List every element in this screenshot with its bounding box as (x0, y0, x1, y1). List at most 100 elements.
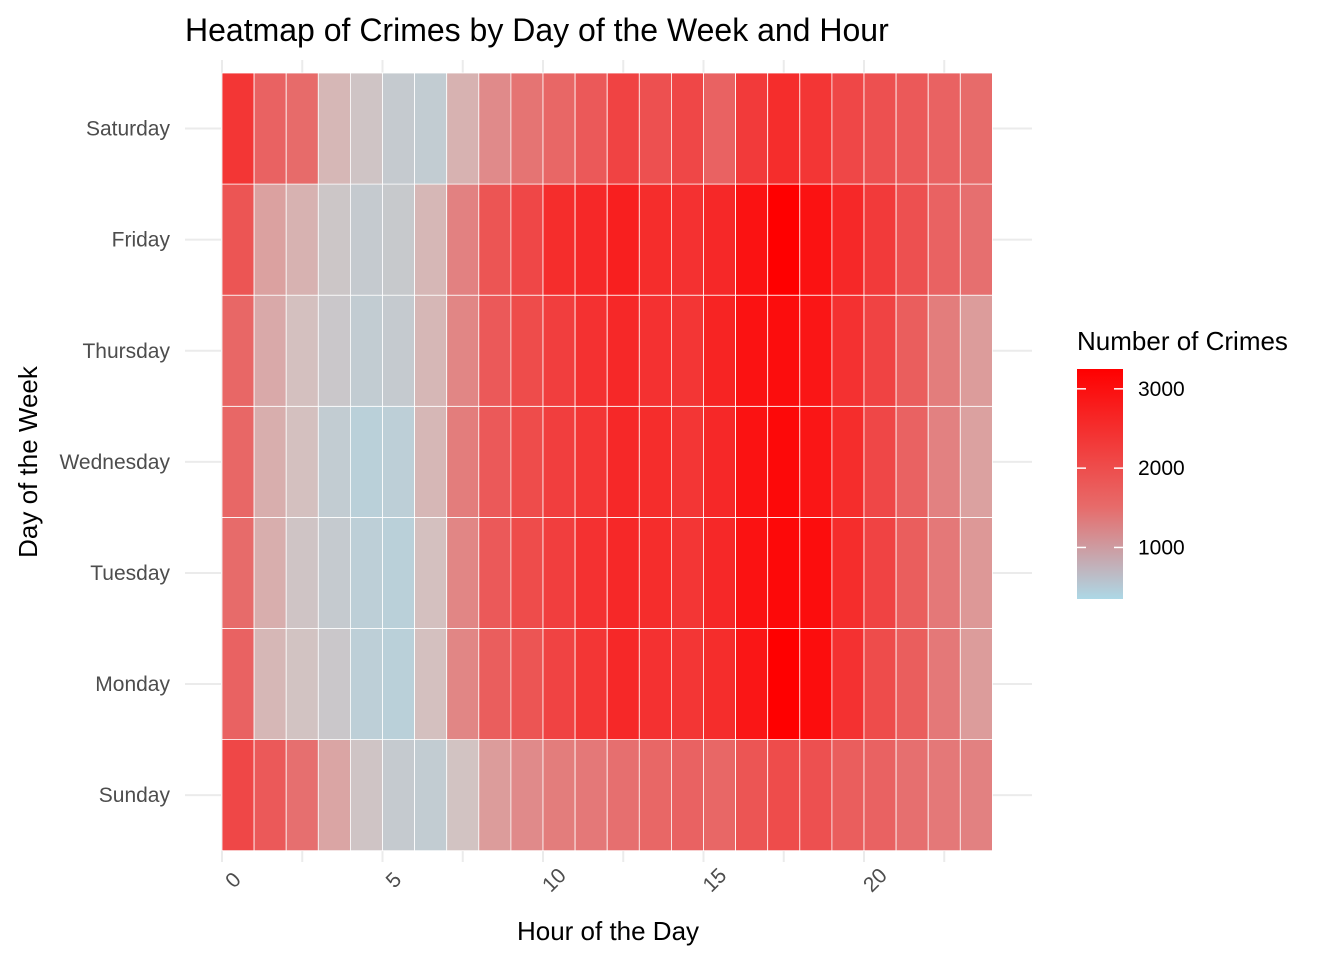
heatmap-cell (221, 628, 255, 740)
heatmap-cell (446, 183, 480, 296)
heatmap-cell (671, 739, 704, 852)
y-tick-label: Tuesday (90, 562, 170, 585)
legend-tick-label: 1000 (1138, 536, 1185, 559)
heatmap-cell (671, 628, 704, 740)
heatmap-cell (221, 405, 255, 518)
heatmap-cell (799, 183, 833, 296)
heatmap-cell (542, 294, 576, 407)
heatmap-cell (671, 183, 704, 296)
heatmap-cell (317, 739, 351, 852)
heatmap-cell (382, 628, 415, 740)
legend-ticks: 1000 2000 3000 (1077, 378, 1185, 559)
heatmap-cell (606, 183, 640, 296)
chart-title: Heatmap of Crimes by Day of the Week and… (185, 12, 889, 48)
heatmap-cell (767, 72, 801, 185)
heatmap-cell (349, 628, 383, 740)
heatmap-cell (574, 739, 608, 852)
heatmap-cell (703, 294, 736, 407)
heatmap-cell (831, 517, 865, 629)
heatmap-cell (253, 739, 287, 852)
heatmap-cell (542, 183, 576, 296)
heatmap-cell (831, 183, 865, 296)
heatmap-cell (221, 72, 255, 185)
x-tick-label: 5 (382, 868, 407, 893)
heatmap-cell (382, 294, 415, 407)
heatmap-cell (285, 294, 319, 407)
heatmap-cell (446, 405, 480, 518)
heatmap-cell (927, 739, 961, 852)
heatmap-cell (927, 183, 961, 296)
heatmap-cell (703, 405, 736, 518)
heatmap-cell (382, 517, 415, 629)
heatmap-cell (446, 294, 480, 407)
heatmap-cell (863, 628, 897, 740)
heatmap-cell (895, 628, 929, 740)
heatmap-cell (478, 72, 512, 185)
heatmap-cell (735, 183, 769, 296)
heatmap-cell (606, 405, 640, 518)
heatmap-cell (959, 405, 993, 518)
heatmap-cell (510, 72, 544, 185)
heatmap-cell (349, 739, 383, 852)
heatmap-cell (542, 517, 576, 629)
heatmap-cell (574, 294, 608, 407)
heatmap-cell (863, 183, 897, 296)
x-tick-label: 0 (221, 868, 246, 893)
x-tick-label: 10 (538, 864, 571, 897)
heatmap-cell (574, 405, 608, 518)
y-axis: Sunday Monday Tuesday Wednesday Thursday Frid… (59, 118, 170, 808)
heatmap-cell (382, 183, 415, 296)
heatmap-cell (606, 628, 640, 740)
legend-tick-label: 2000 (1138, 457, 1185, 480)
heatmap-cell (671, 72, 704, 185)
heatmap-cell (285, 517, 319, 629)
heatmap-cell (959, 517, 993, 629)
heatmap-cell (382, 739, 415, 852)
heatmap-cell (831, 628, 865, 740)
heatmap-cell (253, 72, 287, 185)
heatmap-cell (895, 405, 929, 518)
heatmap-cell (863, 517, 897, 629)
heatmap-cell (285, 739, 319, 852)
heatmap-cell (638, 294, 672, 407)
heatmap-cell (285, 183, 319, 296)
heatmap-cell (799, 517, 833, 629)
heatmap-cell (317, 294, 351, 407)
heatmap-cell (735, 628, 769, 740)
heatmap-cell (895, 72, 929, 185)
heatmap-cell (799, 628, 833, 740)
heatmap-cell (574, 628, 608, 740)
heatmap-cell (863, 72, 897, 185)
heatmap-cell (221, 183, 255, 296)
heatmap-cell (735, 72, 769, 185)
heatmap-cell (221, 517, 255, 629)
heatmap-cell (638, 72, 672, 185)
legend: Number of Crimes 1000 2000 3000 (1077, 326, 1288, 599)
heatmap-cell (414, 183, 448, 296)
heatmap-cell (767, 628, 801, 740)
heatmap-cell (927, 517, 961, 629)
y-tick-label: Wednesday (59, 451, 170, 474)
heatmap-cell (799, 405, 833, 518)
heatmap-cell (735, 294, 769, 407)
heatmap-cell (414, 628, 448, 740)
heatmap-cell (510, 739, 544, 852)
heatmap-cell (446, 72, 480, 185)
heatmap-cell (703, 183, 736, 296)
heatmap-cell (542, 405, 576, 518)
legend-tick-label: 3000 (1138, 378, 1185, 401)
heatmap-cell (863, 739, 897, 852)
heatmap-cell (414, 739, 448, 852)
heatmap-cell (574, 517, 608, 629)
heatmap-cell (349, 72, 383, 185)
heatmap-cell (767, 739, 801, 852)
heatmap-cell (831, 294, 865, 407)
heatmap-cell (703, 517, 736, 629)
heatmap-cell (285, 628, 319, 740)
heatmap-cell (414, 517, 448, 629)
heatmap-cell (510, 405, 544, 518)
x-tick-label: 20 (859, 864, 892, 897)
heatmap-cell (735, 517, 769, 629)
heatmap-cell (606, 72, 640, 185)
